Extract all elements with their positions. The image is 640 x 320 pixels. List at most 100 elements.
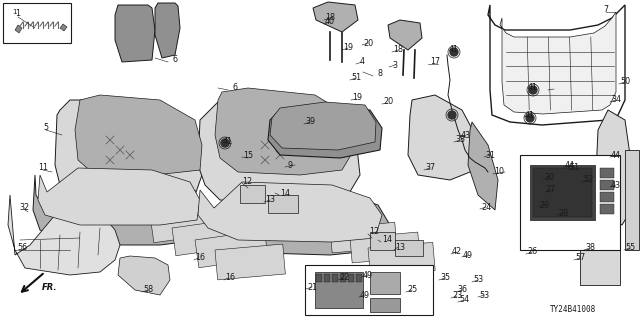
- Text: 51: 51: [351, 74, 361, 83]
- Text: 10: 10: [494, 167, 504, 177]
- Bar: [3, 3, 71, 43]
- Polygon shape: [33, 175, 205, 245]
- Text: 54: 54: [459, 295, 469, 305]
- Text: 41: 41: [525, 110, 535, 119]
- Text: 6: 6: [173, 55, 177, 65]
- Text: 12: 12: [242, 177, 252, 186]
- Text: 16: 16: [195, 253, 205, 262]
- Bar: [600, 168, 614, 178]
- Circle shape: [526, 114, 534, 122]
- Bar: [310, 210, 374, 240]
- Text: 6: 6: [232, 84, 237, 92]
- Polygon shape: [268, 108, 382, 158]
- Text: 1: 1: [12, 9, 17, 15]
- Text: 36: 36: [457, 285, 467, 294]
- Bar: [268, 195, 298, 213]
- Circle shape: [529, 86, 537, 94]
- Text: 52: 52: [583, 175, 593, 185]
- Text: 42: 42: [452, 247, 462, 257]
- Text: 18: 18: [393, 45, 403, 54]
- Text: 44: 44: [611, 150, 621, 159]
- Bar: [240, 185, 265, 203]
- Text: 56: 56: [17, 244, 27, 252]
- Text: 39: 39: [305, 117, 315, 126]
- Polygon shape: [15, 25, 22, 33]
- Text: 49: 49: [363, 270, 373, 279]
- Text: 44: 44: [565, 161, 575, 170]
- Bar: [530, 165, 595, 220]
- Text: 13: 13: [395, 244, 405, 252]
- Polygon shape: [270, 102, 376, 150]
- Circle shape: [450, 48, 458, 56]
- Polygon shape: [38, 168, 200, 225]
- Text: 53: 53: [479, 291, 489, 300]
- Text: 32: 32: [19, 203, 29, 212]
- Text: 20: 20: [383, 98, 393, 107]
- Text: 53: 53: [473, 276, 483, 284]
- Text: 15: 15: [243, 150, 253, 159]
- Text: 41: 41: [449, 45, 459, 54]
- Text: 26: 26: [527, 247, 537, 257]
- Text: 49: 49: [360, 291, 370, 300]
- Text: 5: 5: [44, 123, 49, 132]
- Text: 35: 35: [440, 274, 450, 283]
- Bar: [150, 207, 213, 243]
- Text: 23: 23: [452, 292, 462, 300]
- Text: 27: 27: [546, 186, 556, 195]
- Polygon shape: [500, 12, 616, 114]
- Bar: [195, 230, 268, 268]
- Text: 49: 49: [463, 251, 473, 260]
- Polygon shape: [8, 195, 120, 275]
- Bar: [533, 168, 592, 217]
- Text: 3: 3: [392, 60, 397, 69]
- Text: 43: 43: [461, 131, 471, 140]
- Text: 19: 19: [352, 93, 362, 102]
- Bar: [625, 150, 639, 250]
- Text: 51: 51: [569, 164, 579, 172]
- Text: 57: 57: [575, 253, 585, 262]
- Polygon shape: [115, 5, 155, 62]
- Text: 11: 11: [38, 163, 48, 172]
- Polygon shape: [198, 100, 360, 205]
- Text: 1: 1: [15, 9, 20, 18]
- Polygon shape: [193, 188, 390, 255]
- Text: 55: 55: [625, 244, 635, 252]
- Polygon shape: [198, 182, 382, 242]
- Text: 25: 25: [407, 285, 417, 294]
- Bar: [395, 240, 423, 256]
- Polygon shape: [468, 122, 498, 210]
- Bar: [350, 232, 420, 263]
- Polygon shape: [388, 20, 422, 50]
- Text: 40: 40: [325, 18, 335, 27]
- Text: 14: 14: [382, 236, 392, 244]
- Bar: [356, 274, 362, 282]
- Text: 7: 7: [604, 5, 609, 14]
- Text: 24: 24: [481, 203, 491, 212]
- Text: 41: 41: [528, 83, 538, 92]
- Bar: [316, 274, 322, 282]
- Bar: [520, 155, 620, 250]
- Text: 38: 38: [585, 244, 595, 252]
- Text: 13: 13: [265, 196, 275, 204]
- Text: 19: 19: [343, 44, 353, 52]
- Bar: [348, 274, 354, 282]
- Bar: [600, 204, 614, 214]
- Text: 34: 34: [611, 95, 621, 105]
- Polygon shape: [155, 3, 180, 58]
- Bar: [324, 274, 330, 282]
- Text: 29: 29: [540, 201, 550, 210]
- Polygon shape: [313, 2, 358, 32]
- Circle shape: [221, 139, 229, 147]
- Circle shape: [448, 111, 456, 119]
- Polygon shape: [60, 24, 67, 31]
- Text: 37: 37: [425, 164, 435, 172]
- Bar: [370, 272, 400, 294]
- Text: 8: 8: [378, 69, 383, 78]
- Text: 4: 4: [360, 58, 365, 67]
- Text: TY24B41008: TY24B41008: [550, 306, 596, 315]
- Text: FR.: FR.: [42, 283, 58, 292]
- Bar: [332, 274, 338, 282]
- Text: 16: 16: [225, 274, 235, 283]
- Polygon shape: [596, 110, 630, 225]
- Text: 12: 12: [369, 228, 379, 236]
